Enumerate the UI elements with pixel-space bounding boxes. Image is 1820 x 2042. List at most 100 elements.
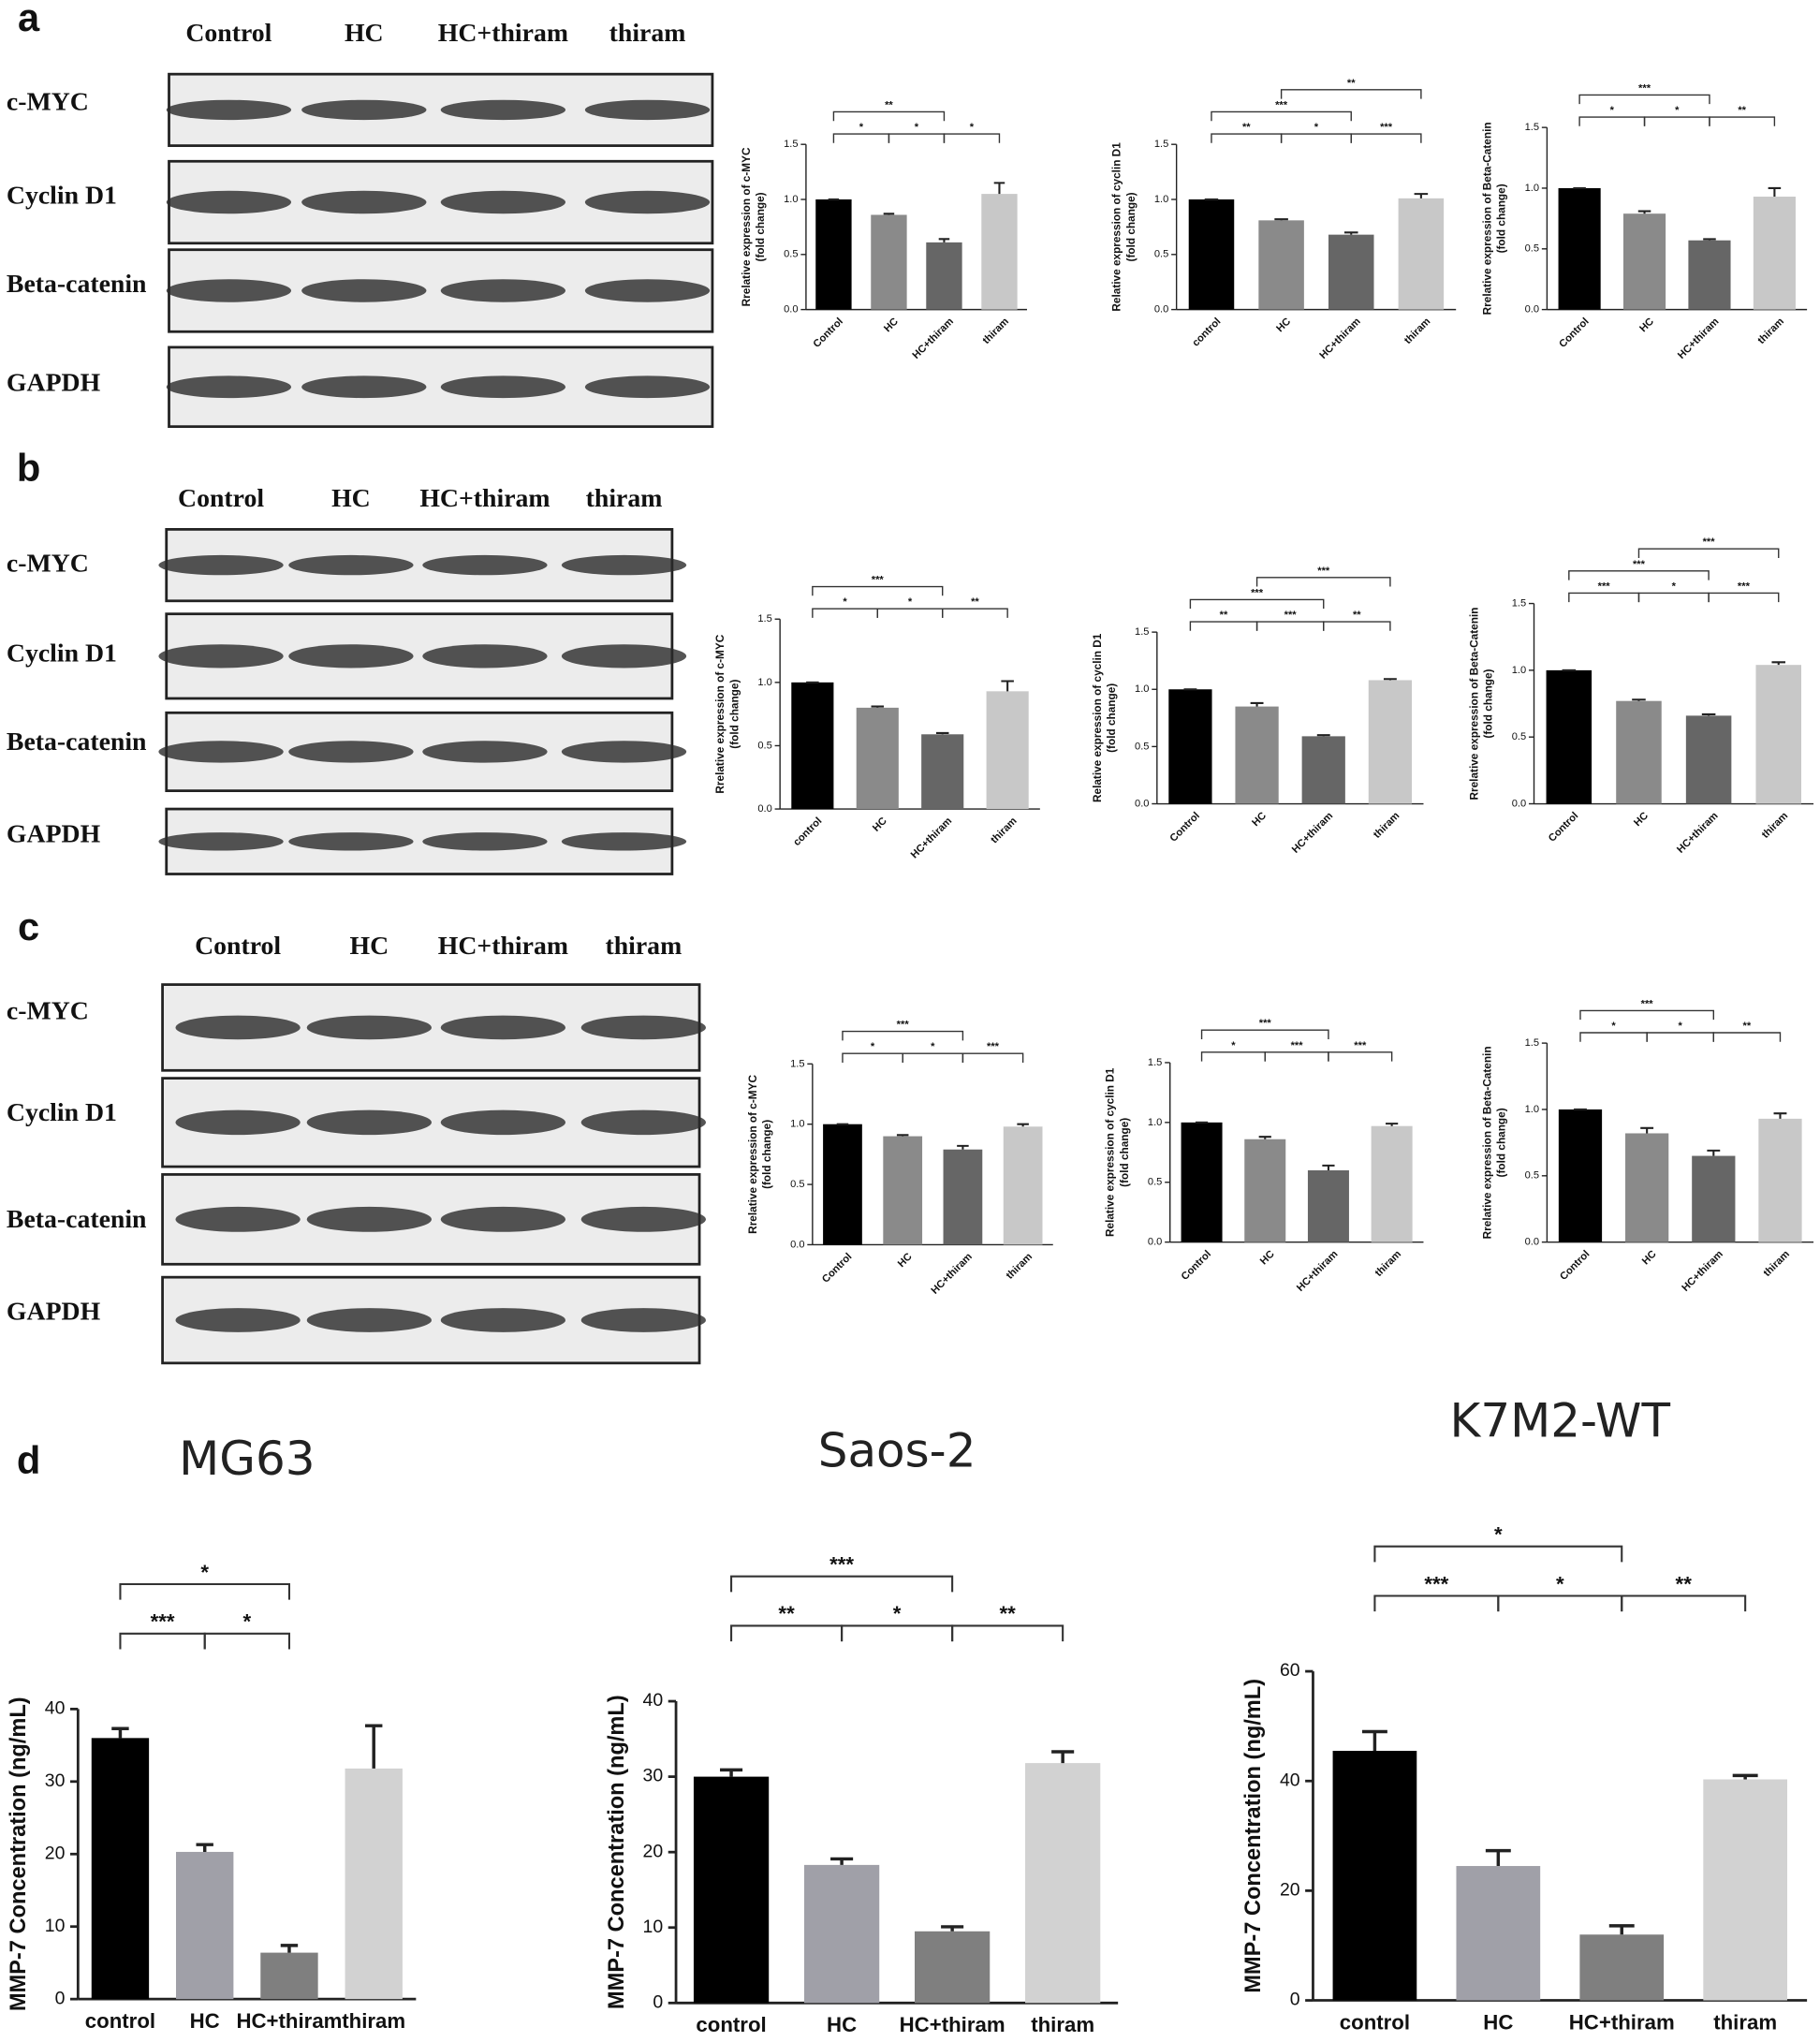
blot-band bbox=[175, 1308, 301, 1332]
blot-band bbox=[301, 99, 427, 121]
significance-bracket bbox=[951, 1624, 1064, 1642]
error-bar bbox=[1701, 712, 1716, 716]
bar bbox=[1258, 220, 1304, 310]
significance-label: *** bbox=[1251, 587, 1264, 598]
blot-band bbox=[440, 1015, 566, 1040]
bar bbox=[823, 1124, 862, 1245]
significance-label: * bbox=[1679, 1021, 1683, 1032]
blot-band bbox=[166, 375, 292, 399]
significance-label: ** bbox=[885, 99, 893, 110]
x-tick-label: thiram bbox=[1372, 810, 1402, 841]
significance-label: ** bbox=[1220, 610, 1228, 621]
significance-label: ** bbox=[999, 1602, 1016, 1625]
significance-bracket bbox=[961, 1052, 1024, 1063]
y-tick-label: 0.0 bbox=[1135, 798, 1149, 809]
y-tick-label: 40 bbox=[643, 1690, 664, 1711]
bar bbox=[1328, 234, 1374, 310]
error-bar bbox=[993, 182, 1005, 195]
significance-bracket bbox=[1709, 116, 1776, 126]
y-tick-label: 1.0 bbox=[1148, 1117, 1162, 1128]
significance-bracket bbox=[812, 585, 944, 596]
significance-label: * bbox=[931, 1041, 935, 1052]
x-tick-label: control bbox=[1190, 316, 1223, 348]
lane-label: HC bbox=[350, 932, 389, 961]
bar bbox=[1371, 1125, 1413, 1242]
significance-label: * bbox=[871, 1041, 875, 1052]
row-label: GAPDH bbox=[7, 369, 101, 398]
bar bbox=[1181, 1122, 1223, 1242]
bar bbox=[1398, 198, 1445, 310]
x-tick-label: control bbox=[791, 815, 824, 848]
significance-label: *** bbox=[151, 1610, 175, 1634]
x-tick-label: control bbox=[696, 2013, 766, 2036]
error-bar bbox=[1386, 1123, 1399, 1126]
row-label: GAPDH bbox=[7, 820, 101, 849]
y-tick-label: 20 bbox=[1280, 1880, 1300, 1901]
bar bbox=[693, 1776, 770, 2004]
x-tick-label: Control bbox=[812, 316, 845, 349]
significance-label: * bbox=[1672, 580, 1677, 592]
significance-bracket bbox=[842, 1052, 903, 1063]
y-axis-label: (fold change) bbox=[1482, 668, 1495, 738]
significance-bracket bbox=[119, 1632, 206, 1650]
error-bar bbox=[1250, 701, 1264, 707]
y-axis-label: (fold change) bbox=[754, 192, 767, 261]
x-tick-label: HC+thiram bbox=[930, 1251, 976, 1297]
error-bar bbox=[1322, 1164, 1335, 1170]
x-tick-label: HC bbox=[1637, 316, 1656, 334]
x-tick-label: Control bbox=[1558, 1248, 1592, 1282]
bar bbox=[1753, 197, 1796, 310]
blot-band bbox=[422, 644, 548, 668]
row-label: Cyclin D1 bbox=[7, 639, 117, 668]
bar bbox=[986, 691, 1029, 810]
significance-bracket bbox=[1578, 94, 1710, 105]
row-label: c-MYC bbox=[7, 88, 89, 117]
lane-label: HC bbox=[345, 19, 384, 48]
bar bbox=[1758, 1118, 1802, 1242]
blot-band bbox=[175, 1206, 301, 1232]
bar bbox=[883, 1136, 923, 1245]
significance-bracket bbox=[1646, 1032, 1715, 1042]
blot-band bbox=[561, 554, 687, 576]
significance-label: *** bbox=[1380, 122, 1393, 133]
significance-bracket bbox=[876, 608, 944, 618]
x-tick-label: thiram bbox=[342, 2009, 405, 2033]
bar bbox=[1755, 665, 1801, 804]
error-bar bbox=[1608, 1924, 1635, 1935]
error-bar bbox=[938, 238, 950, 242]
bar bbox=[1558, 1109, 1603, 1242]
y-tick-label: 1.0 bbox=[1525, 1104, 1539, 1115]
y-tick-label: 1.0 bbox=[1135, 683, 1149, 695]
x-tick-label: HC bbox=[1258, 1248, 1277, 1267]
bar bbox=[871, 214, 907, 310]
y-tick-label: 0.0 bbox=[1148, 1237, 1162, 1248]
x-tick-label: thiram bbox=[1760, 810, 1791, 841]
error-bar bbox=[1017, 1123, 1029, 1127]
error-bar bbox=[830, 1857, 854, 1865]
x-tick-label: HC+thiram bbox=[1676, 316, 1722, 361]
x-tick-label: HC bbox=[1250, 810, 1269, 829]
blot-band bbox=[584, 190, 711, 214]
significance-label: * bbox=[243, 1610, 252, 1634]
significance-label: * bbox=[915, 122, 919, 133]
significance-label: ** bbox=[1353, 610, 1361, 621]
y-tick-label: 1.5 bbox=[757, 613, 771, 624]
y-tick-label: 1.0 bbox=[1154, 194, 1168, 205]
error-bar bbox=[1768, 186, 1782, 198]
y-axis-label: Rrelative expression of Beta-Catenin bbox=[1480, 1046, 1493, 1239]
blot-band bbox=[288, 832, 414, 851]
error-bar bbox=[280, 1944, 299, 1953]
significance-label: *** bbox=[829, 1552, 854, 1576]
significance-label: *** bbox=[1641, 998, 1654, 1009]
bar bbox=[1546, 669, 1592, 804]
significance-bracket bbox=[1579, 1009, 1715, 1021]
y-tick-label: 0 bbox=[1290, 1990, 1300, 2010]
error-bar bbox=[896, 1134, 909, 1137]
y-tick-label: 30 bbox=[45, 1770, 66, 1791]
bar bbox=[791, 682, 834, 810]
significance-bracket bbox=[942, 608, 1008, 618]
y-axis-label: Relative expression of cyclin D1 bbox=[1104, 1067, 1117, 1237]
error-bar bbox=[1637, 210, 1651, 214]
blot-band bbox=[440, 99, 566, 121]
significance-label: *** bbox=[1638, 82, 1651, 94]
